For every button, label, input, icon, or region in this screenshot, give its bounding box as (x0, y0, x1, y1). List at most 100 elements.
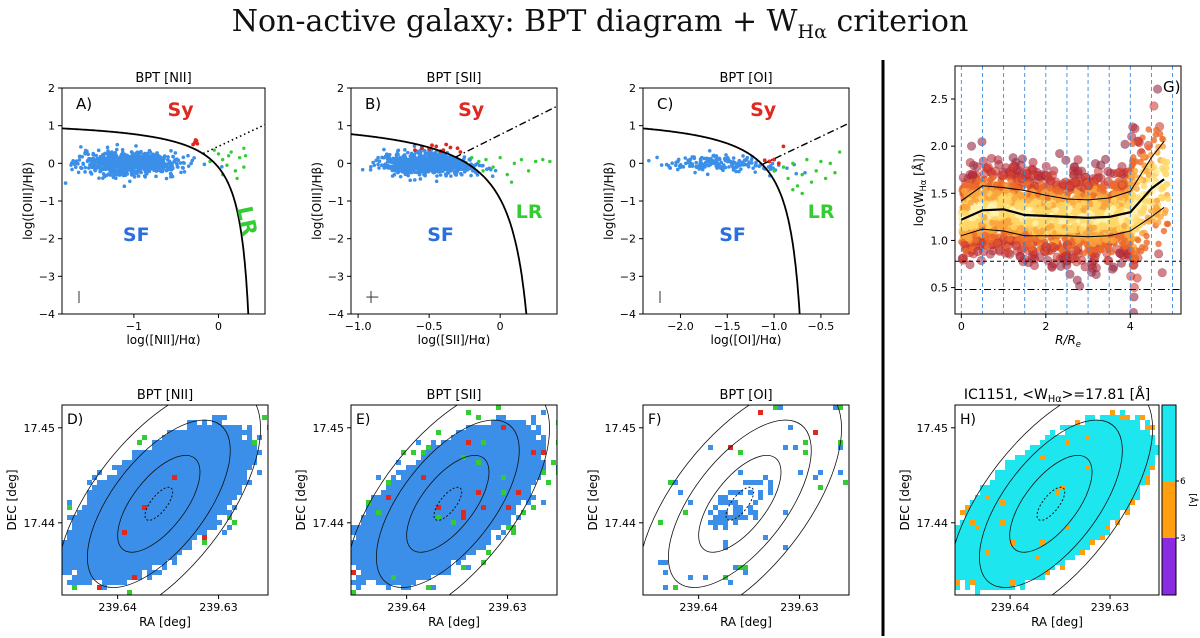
map-pixel (167, 455, 172, 460)
map-pixel (222, 450, 227, 455)
sf-point (86, 152, 91, 157)
map-pixel (232, 445, 237, 450)
map-pixel (192, 425, 197, 430)
sf-point (438, 168, 442, 173)
profile-p16-line (961, 206, 1165, 238)
sy-point (193, 138, 198, 142)
spaxel-point (966, 232, 973, 240)
sf-point (803, 170, 807, 175)
map-pixel (182, 450, 187, 455)
map-pixel (132, 465, 137, 470)
map-pixel (137, 475, 142, 480)
map-pixel (182, 485, 187, 490)
spaxel-point (1002, 224, 1009, 231)
sf-point (708, 162, 712, 167)
map-pixel (227, 485, 232, 490)
lr-point (242, 165, 246, 169)
spaxel-point (963, 191, 970, 199)
profile-median-line (960, 178, 1165, 221)
sf-point (182, 169, 187, 174)
sf-point (114, 156, 119, 160)
y-tick-label: 1 (629, 120, 636, 133)
sf-point (132, 154, 136, 158)
map-pixel (162, 435, 167, 440)
map-pixel (142, 495, 147, 500)
map-pixel (177, 445, 182, 450)
spaxel-point (965, 157, 975, 168)
sf-point (369, 165, 373, 169)
map-pixel (212, 415, 217, 420)
map-pixel (222, 490, 227, 495)
sf-point (90, 165, 94, 170)
sf-point (418, 177, 423, 181)
sf-point (403, 148, 407, 152)
map-pixel (232, 475, 237, 480)
x-tick-label: −1 (126, 320, 142, 333)
map-pixel (242, 480, 247, 485)
map-pixel (167, 440, 172, 445)
map-pixel (172, 430, 177, 435)
spaxel-point (1071, 222, 1078, 229)
x-tick-label: −1.0 (761, 320, 788, 333)
map-pixel (257, 470, 262, 475)
map-pixel (147, 495, 152, 500)
map-pixel (127, 485, 132, 490)
spaxel-point (1117, 194, 1124, 201)
sf-point (108, 173, 112, 177)
map-pixel (127, 475, 132, 480)
map-pixel (92, 475, 97, 480)
y-tick-label: 0 (337, 157, 344, 170)
region-label-sy: Sy (458, 99, 485, 121)
map-pixel (207, 485, 212, 490)
sf-point (407, 164, 411, 168)
sf-point (168, 171, 173, 176)
lr-point (828, 161, 832, 166)
sf-point (111, 151, 116, 156)
map-pixel (182, 495, 187, 500)
figure-title: Non-active galaxy: BPT diagram + WHα cri… (0, 4, 1200, 43)
map-pixel (182, 455, 187, 460)
sf-point (144, 155, 148, 160)
sf-point (178, 161, 183, 165)
y-tick-label: 0 (629, 157, 636, 170)
spaxel-point (1024, 180, 1031, 187)
map-pixel (142, 480, 147, 485)
spaxel-point (1103, 223, 1110, 231)
map-pixel (122, 485, 127, 490)
map-pixel (202, 440, 207, 445)
map-pixel (167, 490, 172, 495)
lr-point (225, 163, 229, 167)
sf-point (96, 148, 101, 153)
spaxel-point (1017, 174, 1027, 184)
map-pixel (217, 475, 222, 480)
y-tick-label: 1 (337, 120, 344, 133)
map-pixel (202, 460, 207, 465)
spaxel-point (1129, 282, 1139, 293)
sf-point (135, 163, 139, 168)
map-pixel (182, 435, 187, 440)
map-pixel (187, 495, 192, 500)
sf-point (419, 154, 424, 158)
panel-letter: A) (76, 95, 92, 113)
map-pixel (102, 495, 107, 500)
sf-point (411, 166, 416, 170)
map-pixel (197, 495, 202, 500)
map-pixel (247, 460, 252, 465)
region-label-lr: LR (808, 201, 835, 223)
spaxel-point (1061, 155, 1071, 165)
map-pixel (92, 495, 97, 500)
sf-point (91, 152, 96, 157)
map-pixel (142, 475, 147, 480)
map-pixel (112, 480, 117, 485)
sf-point (723, 156, 727, 161)
spaxel-point (1145, 144, 1152, 151)
map-pixel (132, 455, 137, 460)
map-pixel (232, 440, 237, 445)
map-pixel (107, 485, 112, 490)
map-pixel (187, 445, 192, 450)
sf-point (83, 148, 88, 153)
spaxel-point (1023, 221, 1030, 228)
map-pixel (197, 470, 202, 475)
map-pixel (222, 425, 227, 430)
sf-point (493, 168, 498, 173)
